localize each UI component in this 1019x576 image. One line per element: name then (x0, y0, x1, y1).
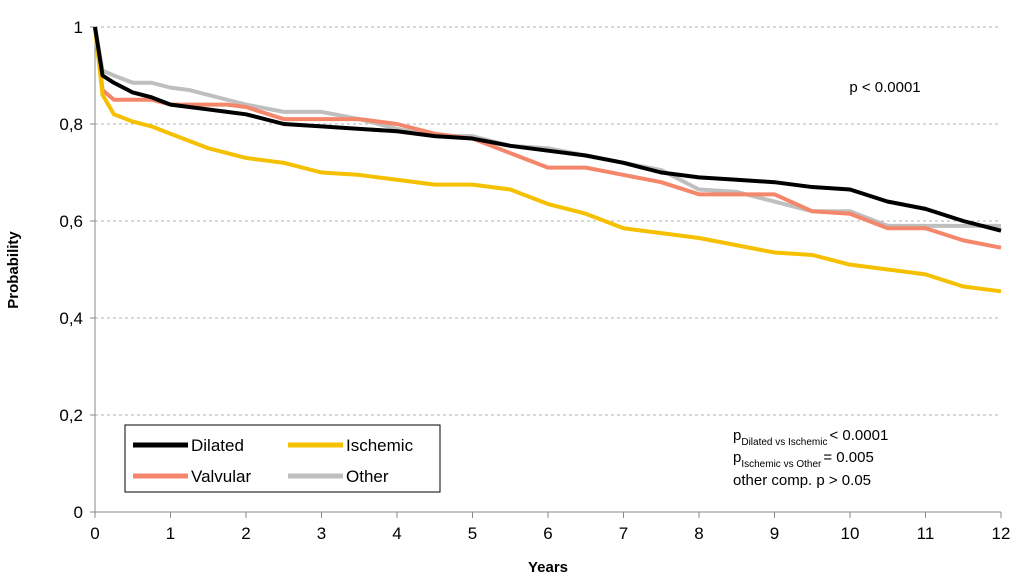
x-tick-label: 10 (841, 524, 860, 543)
x-tick-label: 4 (392, 524, 401, 543)
y-tick-label: 0,6 (59, 212, 83, 231)
y-tick-label: 0 (74, 503, 83, 522)
x-tick-label: 7 (619, 524, 628, 543)
legend-label: Valvular (191, 467, 251, 486)
x-tick-label: 3 (317, 524, 326, 543)
y-tick-label: 0,8 (59, 115, 83, 134)
comparison-value: < 0.0001 (829, 427, 888, 444)
legend-label: Ischemic (346, 436, 414, 455)
legend-label: Other (346, 467, 389, 486)
x-tick-label: 2 (241, 524, 250, 543)
x-tick-label: 9 (770, 524, 779, 543)
y-tick-label: 0,4 (59, 309, 83, 328)
y-tick-label: 1 (74, 18, 83, 37)
comparison-value: = 0.005 (823, 449, 873, 466)
legend-box (124, 424, 441, 493)
y-axis-title: Probability (5, 231, 22, 309)
series-line (93, 26, 1002, 250)
p-symbol: p (733, 427, 741, 444)
subscript: Dilated vs Ischemic (741, 437, 827, 448)
subscript: Ischemic vs Other (741, 459, 822, 470)
legend-label: Dilated (191, 436, 244, 455)
comparison: pIschemic vs Other = 0.005 (733, 449, 874, 470)
series-line (93, 26, 1002, 233)
x-tick-label: 0 (90, 524, 99, 543)
p-symbol: p (733, 449, 741, 466)
x-tick-label: 1 (166, 524, 175, 543)
x-tick-label: 6 (543, 524, 552, 543)
comparison: pDilated vs Ischemic < 0.0001 (733, 427, 888, 448)
y-tick-label: 0,2 (59, 406, 83, 425)
x-axis-title: Years (528, 559, 568, 576)
series-line (93, 26, 1002, 294)
annotation: p < 0.0001 (849, 79, 920, 96)
x-tick-label: 12 (992, 524, 1011, 543)
x-tick-label: 5 (468, 524, 477, 543)
x-tick-label: 11 (917, 524, 935, 543)
note: other comp. p > 0.05 (733, 472, 871, 489)
x-tick-label: 8 (694, 524, 703, 543)
